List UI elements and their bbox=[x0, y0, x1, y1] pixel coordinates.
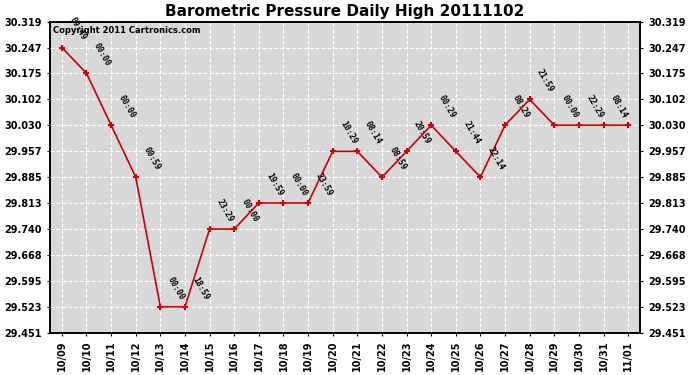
Text: 21:44: 21:44 bbox=[462, 120, 482, 146]
Text: 00:00: 00:00 bbox=[560, 93, 580, 120]
Text: 23:29: 23:29 bbox=[215, 197, 235, 223]
Text: 23:59: 23:59 bbox=[314, 171, 334, 197]
Text: 22:29: 22:29 bbox=[584, 93, 604, 120]
Text: 00:00: 00:00 bbox=[117, 93, 137, 120]
Text: 22:14: 22:14 bbox=[486, 146, 506, 172]
Text: 10:29: 10:29 bbox=[338, 120, 359, 146]
Text: 00:00: 00:00 bbox=[92, 42, 112, 68]
Text: 00:00: 00:00 bbox=[239, 197, 260, 223]
Text: 00:59: 00:59 bbox=[141, 146, 161, 172]
Title: Barometric Pressure Daily High 20111102: Barometric Pressure Daily High 20111102 bbox=[166, 4, 524, 19]
Text: 00:00: 00:00 bbox=[166, 275, 186, 301]
Text: 09:49: 09:49 bbox=[68, 16, 88, 42]
Text: 08:14: 08:14 bbox=[609, 93, 629, 120]
Text: 08:29: 08:29 bbox=[511, 93, 531, 120]
Text: 20:59: 20:59 bbox=[412, 120, 433, 146]
Text: Copyright 2011 Cartronics.com: Copyright 2011 Cartronics.com bbox=[52, 26, 200, 35]
Text: 18:59: 18:59 bbox=[190, 275, 211, 301]
Text: 08:14: 08:14 bbox=[363, 120, 383, 146]
Text: 21:59: 21:59 bbox=[535, 68, 555, 94]
Text: 00:29: 00:29 bbox=[437, 93, 457, 120]
Text: 00:00: 00:00 bbox=[289, 171, 309, 197]
Text: 19:59: 19:59 bbox=[264, 171, 285, 197]
Text: 08:59: 08:59 bbox=[388, 146, 408, 172]
